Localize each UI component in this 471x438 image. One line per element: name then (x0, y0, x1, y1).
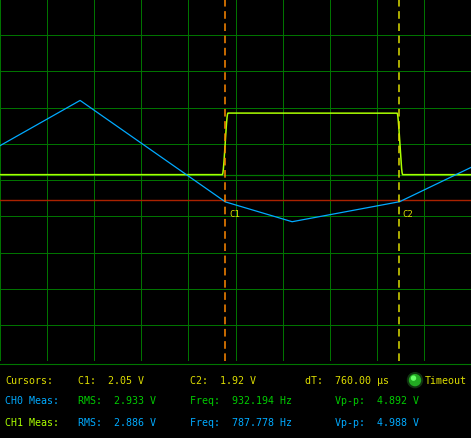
Circle shape (412, 376, 415, 380)
Text: Timeout: Timeout (425, 375, 467, 385)
Text: Freq:  787.778 Hz: Freq: 787.778 Hz (190, 417, 292, 427)
Text: dT:  760.00 μs: dT: 760.00 μs (305, 375, 389, 385)
Text: RMS:  2.933 V: RMS: 2.933 V (78, 395, 156, 405)
Text: RMS:  2.886 V: RMS: 2.886 V (78, 417, 156, 427)
Text: Vp-p:  4.892 V: Vp-p: 4.892 V (335, 395, 419, 405)
Text: C1:  2.05 V: C1: 2.05 V (78, 375, 144, 385)
Text: Freq:  932.194 Hz: Freq: 932.194 Hz (190, 395, 292, 405)
Circle shape (409, 375, 421, 386)
Text: C2: C2 (402, 209, 413, 219)
Text: Vp-p:  4.988 V: Vp-p: 4.988 V (335, 417, 419, 427)
Text: CH0 Meas:: CH0 Meas: (5, 395, 59, 405)
Text: C1: C1 (229, 209, 240, 219)
Circle shape (407, 373, 422, 388)
Text: Cursors:: Cursors: (5, 375, 53, 385)
Text: C2:  1.92 V: C2: 1.92 V (190, 375, 256, 385)
Text: CH1 Meas:: CH1 Meas: (5, 417, 59, 427)
